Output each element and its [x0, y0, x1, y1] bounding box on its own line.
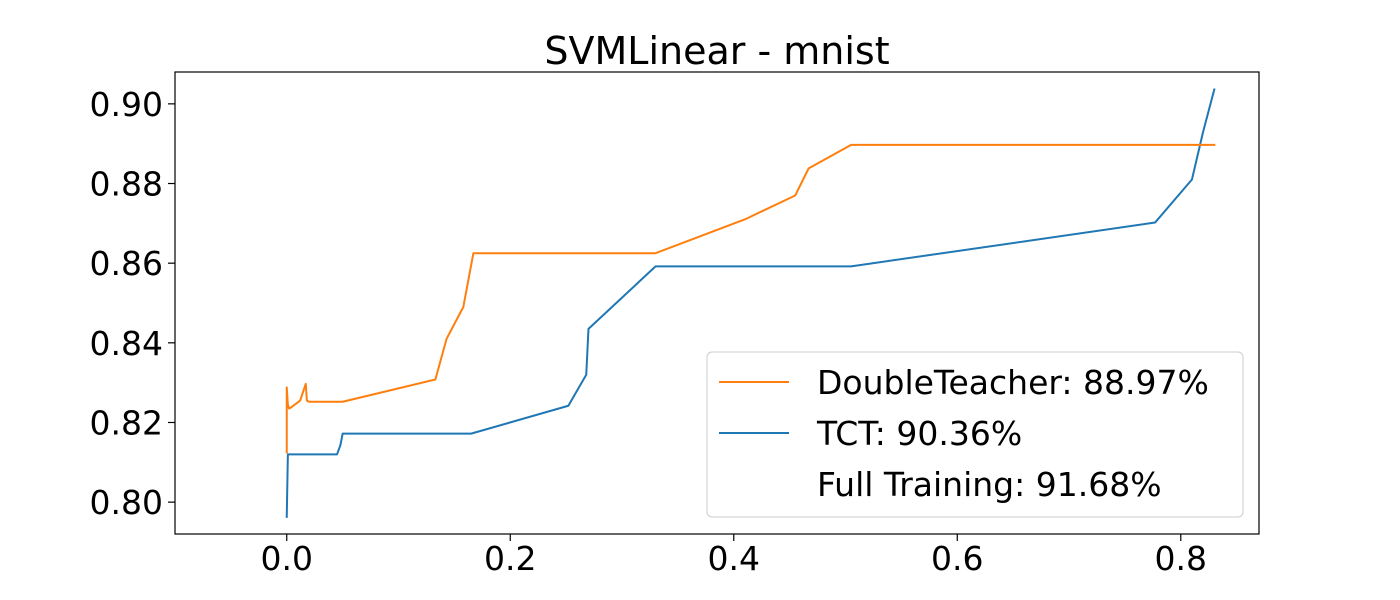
chart-title: SVMLinear - mnist	[544, 29, 889, 73]
series-line-1	[285, 88, 1216, 518]
y-tick-label: 0.82	[90, 403, 163, 442]
series-line-0	[285, 143, 1216, 454]
legend-label-0: DoubleTeacher: 88.97%	[817, 363, 1209, 402]
plot-area-frame	[174, 71, 1260, 535]
y-tick-label: 0.84	[90, 324, 163, 363]
y-tick-label: 0.88	[90, 165, 163, 204]
legend-label-2: Full Training: 91.68%	[817, 465, 1162, 504]
x-tick-label: 0.0	[261, 539, 313, 578]
x-tick-label: 0.2	[484, 539, 536, 578]
x-tick-label: 0.4	[708, 539, 760, 578]
legend-box	[706, 351, 1244, 518]
series-lines	[285, 88, 1216, 518]
y-tick-label: 0.86	[90, 244, 163, 283]
axis-ticks: 0.0 0.2 0.4 0.6 0.8 0.80 0.82 0.84 0.86 0.88 0.90	[90, 85, 1207, 578]
legend-label-1: TCT: 90.36%	[816, 414, 1022, 453]
legend: DoubleTeacher: 88.97% TCT: 90.36% Full Tra…	[706, 351, 1244, 518]
x-tick-label: 0.8	[1155, 539, 1207, 578]
y-tick-label: 0.90	[90, 85, 163, 124]
y-tick-label: 0.80	[90, 483, 163, 522]
x-tick-label: 0.6	[931, 539, 983, 578]
